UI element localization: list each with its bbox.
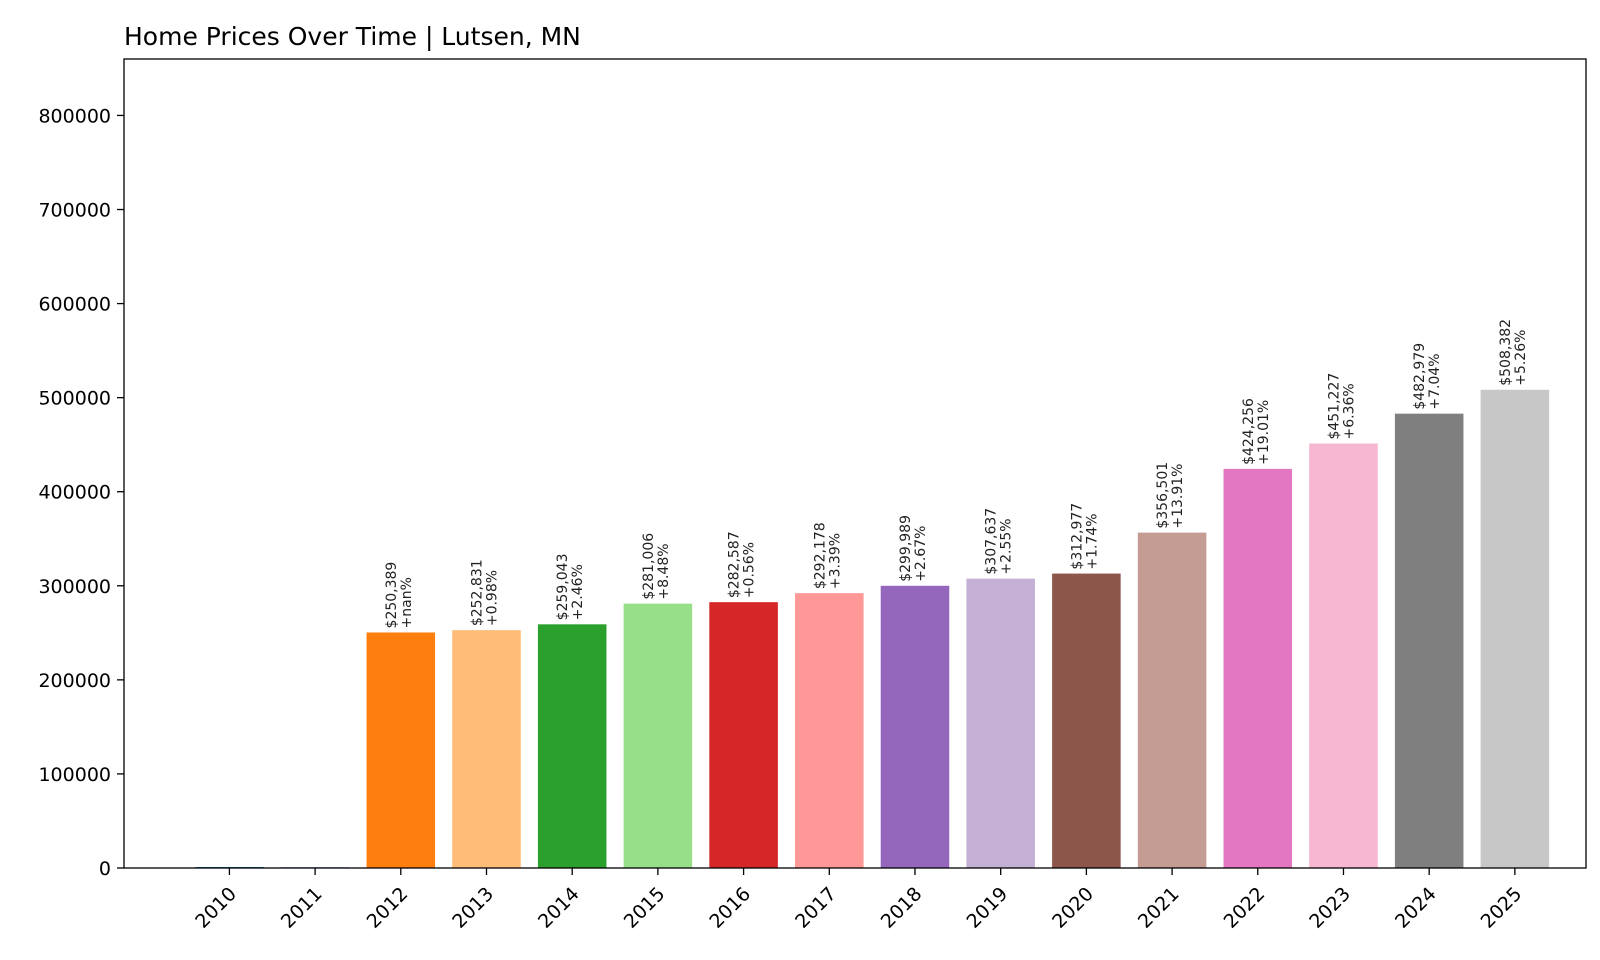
bar	[1137, 532, 1207, 868]
y-tick-label: 600000	[38, 294, 111, 316]
bar-change-label: +13.91%	[1170, 464, 1186, 529]
bar	[366, 632, 436, 868]
bar-change-label: +nan%	[399, 577, 415, 628]
bar-change-label: +8.48%	[656, 543, 672, 599]
x-tick-label: 2023	[1305, 883, 1355, 933]
y-tick-label: 300000	[38, 576, 111, 598]
y-tick-label: 500000	[38, 388, 111, 410]
bar-change-label: +0.56%	[742, 542, 758, 598]
bar-value-label: $281,006	[641, 533, 657, 600]
x-tick-label: 2012	[363, 883, 413, 933]
x-tick-label: 2011	[277, 883, 327, 933]
x-tick-label: 2022	[1220, 883, 1270, 933]
y-tick-label: 0	[99, 858, 111, 880]
bar-change-label: +3.39%	[827, 533, 843, 589]
bar	[966, 578, 1035, 868]
bar-value-label: $259,043	[555, 554, 571, 621]
bar-value-label: $292,178	[812, 522, 828, 589]
bar-value-label: $508,382	[1498, 319, 1514, 386]
bars	[195, 389, 1550, 868]
bar-value-label: $282,587	[727, 531, 743, 598]
y-tick-label: 200000	[38, 670, 111, 692]
bar	[1480, 389, 1550, 868]
bar	[880, 585, 950, 868]
x-tick-label: 2024	[1391, 883, 1441, 933]
x-tick-label: 2017	[791, 883, 841, 933]
chart-title: Home Prices Over Time | Lutsen, MN	[124, 22, 581, 51]
x-tick-label: 2014	[534, 883, 584, 933]
bar-change-label: +6.36%	[1341, 383, 1357, 439]
bar-change-label: +19.01%	[1256, 400, 1272, 465]
bar-change-label: +2.55%	[999, 518, 1015, 574]
bar-value-label: $250,389	[384, 562, 400, 629]
y-tick-label: 100000	[38, 764, 111, 786]
x-tick-label: 2013	[448, 883, 498, 933]
bar-labels: $250,389 +nan% $252,831 +0.98% $259,043 +2.46…	[384, 319, 1529, 629]
bar-change-label: +0.98%	[485, 570, 501, 626]
bar-change-label: +2.46%	[570, 564, 586, 620]
y-tick-label: 800000	[38, 105, 111, 127]
x-tick-label: 2021	[1134, 883, 1184, 933]
bar	[537, 624, 607, 868]
bar-change-label: +1.74%	[1084, 513, 1100, 569]
bar-change-label: +7.04%	[1427, 353, 1443, 409]
bar	[795, 593, 864, 868]
bar-value-label: $299,989	[898, 515, 914, 582]
x-axis: 2010 2011 2012 2013 2014 2015 2016 2017 2018 2019…	[191, 868, 1526, 933]
bar	[1394, 413, 1464, 868]
y-tick-label: 400000	[38, 482, 111, 504]
bar-value-label: $356,501	[1155, 462, 1171, 529]
y-axis: 0 100000 200000 300000 400000 500000 600000 700…	[38, 105, 124, 880]
plot-frame	[123, 58, 1587, 869]
bar-change-label: +5.26%	[1513, 330, 1529, 386]
x-tick-label: 2019	[962, 883, 1012, 933]
bar	[452, 630, 521, 868]
bar-value-label: $451,227	[1326, 373, 1342, 440]
bar-value-label: $252,831	[470, 559, 486, 626]
bar-change-label: +2.67%	[913, 526, 929, 582]
bar	[709, 602, 778, 868]
bar-value-label: $424,256	[1241, 398, 1257, 465]
x-tick-label: 2020	[1048, 883, 1098, 933]
x-tick-label: 2018	[877, 883, 927, 933]
bar	[623, 603, 693, 868]
bar	[1052, 573, 1121, 868]
x-tick-label: 2016	[705, 883, 755, 933]
y-tick-label: 700000	[38, 200, 111, 222]
bar-value-label: $482,979	[1412, 343, 1428, 410]
bar-value-label: $312,977	[1069, 503, 1085, 570]
x-tick-label: 2015	[620, 883, 670, 933]
x-tick-label: 2025	[1477, 883, 1527, 933]
bar	[1309, 443, 1378, 868]
x-tick-label: 2010	[191, 883, 241, 933]
bar-value-label: $307,637	[984, 508, 1000, 575]
bar	[1223, 468, 1293, 868]
